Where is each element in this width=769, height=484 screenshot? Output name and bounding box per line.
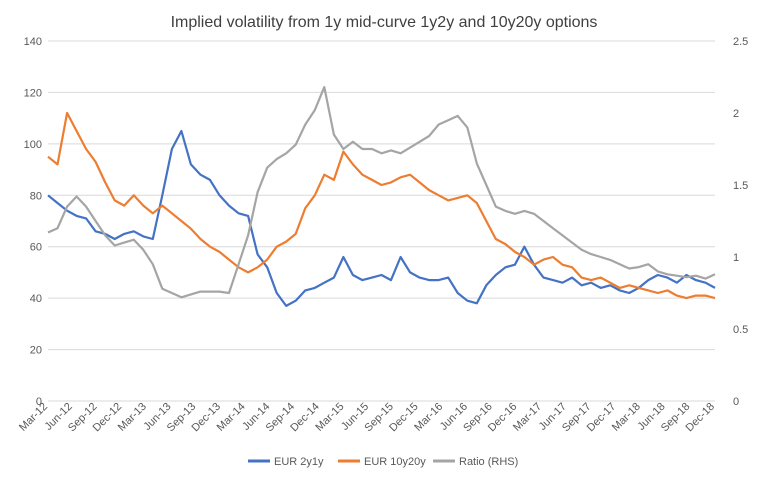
y2-tick-label: 2 [733,108,739,120]
x-tick-label: Mar-17 [511,401,544,434]
y2-tick-label: 1.5 [733,180,748,192]
y-tick-label: 120 [24,87,42,99]
y-tick-label: 60 [30,242,42,254]
y-axis-right: 0 0.5 1 1.5 2 2.5 [733,36,748,408]
gridlines [48,40,715,402]
x-axis: Mar-12Jun-12Sep-12Dec-12Mar-13Jun-13Sep-… [17,401,717,435]
y-tick-label: 100 [24,139,42,151]
y-tick-label: 0 [36,396,42,408]
y2-tick-label: 0 [733,396,739,408]
y2-tick-label: 0.5 [733,324,748,336]
series-lines [47,85,716,307]
x-tick-label: Mar-15 [313,401,346,434]
y2-tick-label: 2.5 [733,36,748,48]
y2-tick-label: 1 [733,252,739,264]
x-tick-label: Mar-12 [17,401,50,434]
chart-title: Implied volatility from 1y mid-curve 1y2… [171,14,598,31]
y-axis-left: 0 20 40 60 80 100 120 140 [24,36,42,408]
x-tick-label: Mar-16 [412,401,445,434]
legend-label: Ratio (RHS) [459,456,518,468]
y-tick-label: 40 [30,293,42,305]
y-tick-label: 140 [24,36,42,48]
x-tick-label: Mar-13 [116,401,149,434]
series-line-0 [47,129,716,307]
legend-label: EUR 2y1y [274,456,324,468]
x-tick-label: Mar-18 [610,401,643,434]
y-tick-label: 20 [30,345,42,357]
x-tick-label: Mar-14 [215,401,248,434]
series-line-1 [47,111,716,300]
y-tick-label: 80 [30,190,42,202]
legend: EUR 2y1y EUR 10y20y Ratio (RHS) [248,456,518,468]
series-line-2 [47,85,716,299]
legend-label: EUR 10y20y [364,456,426,468]
